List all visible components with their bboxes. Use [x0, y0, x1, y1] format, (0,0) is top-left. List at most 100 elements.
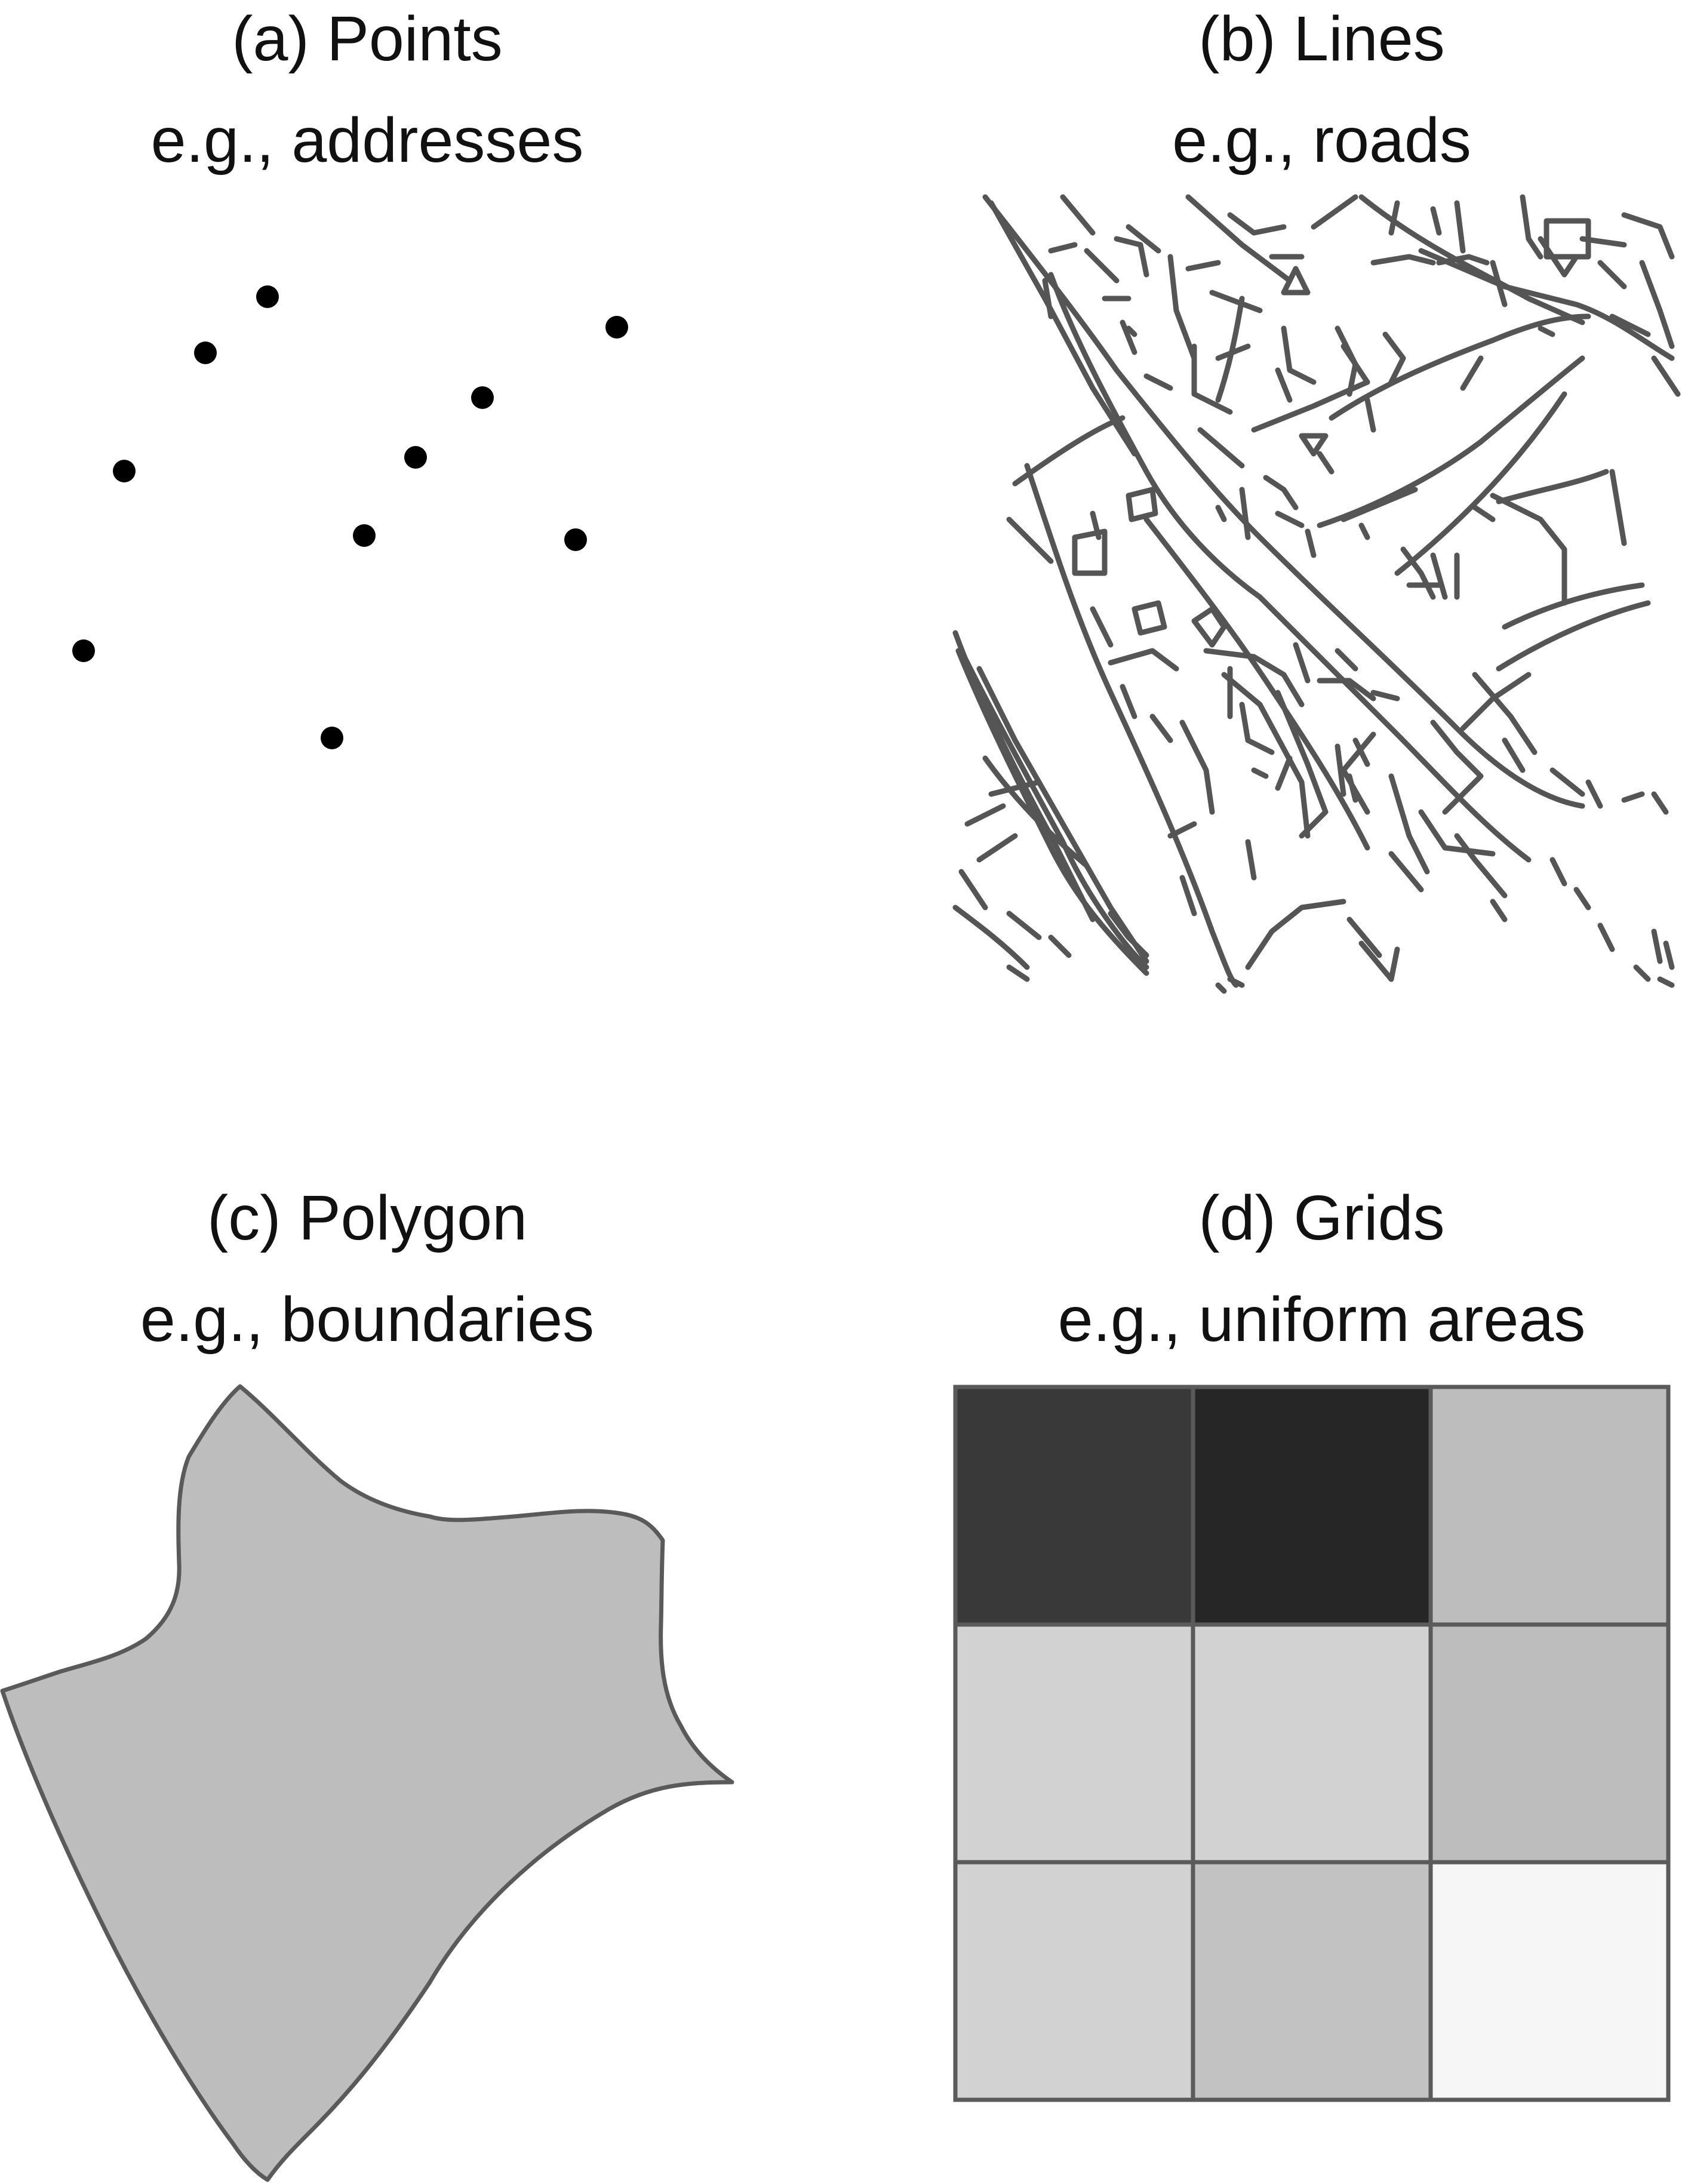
road-line [1191, 343, 1233, 415]
road-line [1460, 355, 1484, 391]
road-line [1609, 469, 1627, 546]
road-line [1573, 887, 1591, 910]
lines-subtitle: e.g., roads [1172, 105, 1471, 176]
road-line [1430, 206, 1442, 236]
polygon-title: (c) Polygon [207, 1183, 528, 1253]
address-point [72, 639, 95, 662]
road-line [1317, 451, 1335, 475]
road-line [1042, 278, 1054, 319]
road-line [1275, 690, 1329, 839]
road-line [1263, 475, 1299, 510]
road-line [1609, 313, 1651, 337]
road-line [1048, 934, 1072, 958]
address-point [564, 528, 587, 551]
road-line [1221, 672, 1311, 839]
polygon-panel-title: (c) Polygon e.g., boundaries [0, 1167, 734, 1370]
boundary-polygon [0, 1384, 734, 2182]
road-line [1382, 331, 1406, 385]
road-line [982, 194, 1585, 809]
road-line [1340, 487, 1418, 522]
points-panel [72, 285, 628, 749]
points-panel-title: (a) Points e.g., addresses [0, 0, 734, 191]
road-line [1215, 343, 1251, 361]
road-line [1108, 910, 1149, 958]
grid-cell [953, 1622, 1195, 1865]
polygon-subtitle: e.g., boundaries [140, 1284, 595, 1355]
road-line [1346, 773, 1358, 803]
road-line [1340, 731, 1376, 815]
road-line [1281, 325, 1317, 385]
grid-cell [953, 1385, 1195, 1627]
address-point [353, 524, 376, 547]
road-line [1346, 916, 1382, 958]
road-line [1108, 648, 1179, 672]
grid-cell [1428, 1622, 1671, 1865]
road-line [1358, 522, 1370, 540]
road-line [1394, 391, 1567, 576]
road-line [1281, 266, 1311, 296]
road-line [1388, 200, 1400, 236]
road-line [952, 905, 1030, 970]
road-line [1149, 713, 1173, 743]
road-line [1203, 648, 1305, 708]
road-line [1388, 946, 1400, 982]
road-line [1663, 940, 1675, 970]
road-line [1006, 516, 1054, 564]
road-line [1215, 505, 1227, 522]
road-line [1418, 248, 1675, 361]
lines-title: (b) Lines [1198, 4, 1445, 74]
grids-subtitle: e.g., uniform areas [1057, 1284, 1586, 1355]
road-line [964, 803, 1006, 827]
road-line [1329, 313, 1591, 421]
road-line [1197, 427, 1245, 469]
road-line [1006, 964, 1030, 982]
road-line [1585, 779, 1603, 809]
road-line [1633, 964, 1651, 982]
road-line [1418, 809, 1496, 857]
road-line [1317, 678, 1376, 702]
road-line [1126, 224, 1161, 254]
road-line [1132, 600, 1167, 636]
road-line [1490, 260, 1508, 307]
road-line [1657, 976, 1675, 988]
road-line [961, 654, 1149, 970]
address-point [321, 727, 343, 749]
road-line [1090, 606, 1114, 648]
road-line [1579, 236, 1627, 248]
road-line [1191, 606, 1227, 648]
road-line [1257, 594, 1532, 863]
road-line [982, 755, 1090, 869]
road-line [1143, 373, 1173, 391]
address-point [256, 285, 279, 308]
grid-cell [1428, 1860, 1671, 2102]
grid-panel [953, 1385, 1671, 2102]
road-line [1502, 582, 1645, 630]
road-line [1299, 433, 1329, 457]
road-line [1490, 899, 1508, 922]
road-line [1538, 325, 1555, 337]
road-line [988, 200, 1137, 457]
road-line [1651, 355, 1681, 397]
road-line [1245, 839, 1257, 881]
road-line [1114, 236, 1149, 278]
grid-cell [953, 1860, 1195, 2102]
road-line [1430, 552, 1448, 600]
road-line [1090, 510, 1102, 540]
road-line [1358, 940, 1394, 982]
road-line [1239, 702, 1275, 755]
road-line [1143, 516, 1370, 851]
road-line [1048, 272, 1263, 600]
road-line [1179, 719, 1215, 815]
road-line [1167, 254, 1197, 361]
road-line [1126, 487, 1158, 522]
road-line [1167, 821, 1197, 839]
road-line [1400, 546, 1436, 600]
road-line [1472, 505, 1496, 522]
road-line [1311, 194, 1358, 230]
road-line [1305, 528, 1317, 558]
road-line [1388, 773, 1430, 875]
road-line [1275, 510, 1305, 528]
road-line [1651, 791, 1669, 815]
road-line [1388, 851, 1424, 893]
